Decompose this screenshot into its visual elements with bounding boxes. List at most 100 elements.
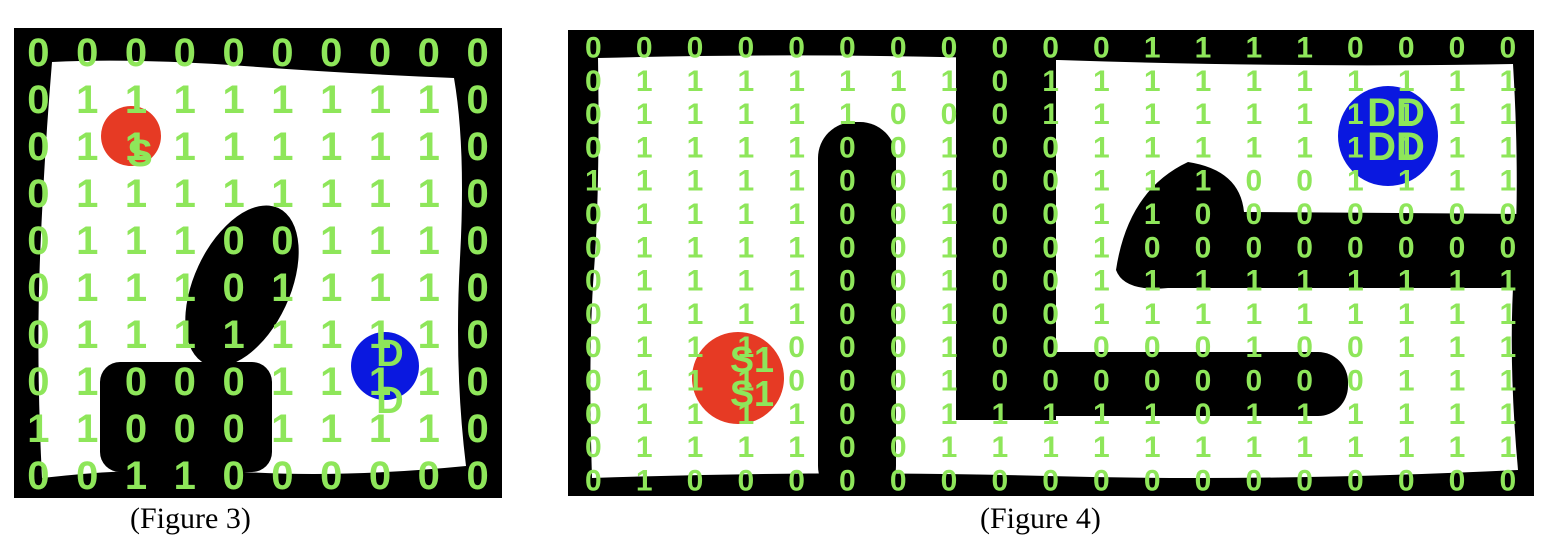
figure-4-destination-label: DD bbox=[1367, 125, 1425, 169]
grid-cell-digit: 1 bbox=[1245, 398, 1262, 431]
grid-cell-digit: 1 bbox=[174, 266, 196, 310]
grid-cell-digit: 0 bbox=[839, 298, 856, 331]
grid-cell-digit: 1 bbox=[1144, 198, 1161, 231]
grid-cell-digit: 0 bbox=[27, 125, 49, 169]
grid-cell-digit: 0 bbox=[27, 31, 49, 75]
grid-cell-digit: 0 bbox=[1449, 464, 1466, 496]
grid-cell-digit: 1 bbox=[636, 131, 653, 164]
grid-cell-digit: 0 bbox=[585, 464, 602, 496]
grid-cell-digit: 1 bbox=[1347, 165, 1364, 198]
grid-cell-digit: 1 bbox=[222, 125, 244, 169]
grid-cell-digit: 0 bbox=[585, 98, 602, 131]
grid-cell-digit: 0 bbox=[27, 78, 49, 122]
figure-3-caption: (Figure 3) bbox=[130, 502, 251, 535]
grid-cell-digit: 0 bbox=[737, 464, 754, 496]
grid-cell-digit: 1 bbox=[941, 65, 958, 98]
grid-cell-digit: 0 bbox=[890, 165, 907, 198]
grid-cell-digit: 0 bbox=[1195, 231, 1212, 264]
grid-cell-digit: 0 bbox=[1195, 198, 1212, 231]
grid-cell-digit: 0 bbox=[466, 266, 488, 310]
grid-cell-digit: 0 bbox=[991, 231, 1008, 264]
grid-cell-digit: 1 bbox=[1093, 265, 1110, 298]
grid-cell-digit: 0 bbox=[1093, 331, 1110, 364]
grid-cell-digit: 0 bbox=[27, 454, 49, 498]
grid-cell-digit: 0 bbox=[991, 331, 1008, 364]
grid-cell-digit: 0 bbox=[991, 364, 1008, 397]
grid-cell-digit: 1 bbox=[1296, 265, 1313, 298]
grid-cell-digit: 1 bbox=[788, 398, 805, 431]
grid-cell-digit: 0 bbox=[1042, 464, 1059, 496]
grid-cell-digit: 1 bbox=[125, 219, 147, 263]
grid-cell-digit: 1 bbox=[174, 454, 196, 498]
grid-cell-digit: 0 bbox=[1042, 331, 1059, 364]
grid-cell-digit: 0 bbox=[991, 31, 1008, 64]
grid-cell-digit: 1 bbox=[1398, 98, 1415, 131]
grid-cell-digit: 0 bbox=[890, 231, 907, 264]
grid-cell-digit: 0 bbox=[1042, 165, 1059, 198]
figure-3-grid-map: 0 0 0 0 0 0 0 0 0 00 1 1 1 1 1 1 1 1 00 1 1 1 1 1 1 1 1 00 1 1 1 1 1 1 1 1 0… bbox=[14, 28, 502, 498]
grid-cell-digit: 1 bbox=[1245, 265, 1262, 298]
grid-cell-digit: 0 bbox=[1245, 231, 1262, 264]
grid-cell-digit: 0 bbox=[1296, 331, 1313, 364]
grid-cell-digit: 0 bbox=[1347, 364, 1364, 397]
grid-cell-digit: 0 bbox=[1245, 464, 1262, 496]
grid-cell-digit: 0 bbox=[839, 31, 856, 64]
grid-cell-digit: 1 bbox=[941, 265, 958, 298]
grid-cell-digit: 1 bbox=[369, 172, 391, 216]
grid-cell-digit: 1 bbox=[1144, 298, 1161, 331]
grid-cell-digit: 1 bbox=[1144, 265, 1161, 298]
grid-cell-digit: 1 bbox=[1144, 165, 1161, 198]
grid-cell-digit: 1 bbox=[687, 364, 704, 397]
grid-cell-digit: 1 bbox=[27, 407, 49, 451]
grid-cell-digit: 0 bbox=[466, 31, 488, 75]
grid-cell-digit: 1 bbox=[788, 231, 805, 264]
grid-cell-digit: 1 bbox=[636, 265, 653, 298]
grid-cell-digit: 0 bbox=[1093, 364, 1110, 397]
grid-cell-digit: 0 bbox=[1296, 464, 1313, 496]
grid-cell-digit: 1 bbox=[737, 131, 754, 164]
grid-cell-digit: 1 bbox=[1499, 98, 1516, 131]
grid-cell-digit: 0 bbox=[222, 219, 244, 263]
grid-cell-digit: 1 bbox=[125, 125, 147, 169]
figure-4-wall-vertical-left bbox=[818, 122, 896, 496]
grid-cell-digit: 1 bbox=[320, 266, 342, 310]
grid-cell-digit: 1 bbox=[1245, 31, 1262, 64]
grid-cell-digit: 1 bbox=[1144, 65, 1161, 98]
grid-cell-digit: 0 bbox=[1042, 265, 1059, 298]
grid-cell-digit: 1 bbox=[991, 431, 1008, 464]
grid-cell-digit: 0 bbox=[1245, 364, 1262, 397]
grid-cell-digit: 1 bbox=[418, 78, 440, 122]
grid-cell-digit: 0 bbox=[839, 198, 856, 231]
grid-cell-digit: 0 bbox=[222, 454, 244, 498]
grid-cell-digit: 1 bbox=[636, 165, 653, 198]
grid-cell-digit: 1 bbox=[1296, 131, 1313, 164]
grid-cell-digit: 1 bbox=[1042, 65, 1059, 98]
grid-cell-digit: 1 bbox=[941, 364, 958, 397]
grid-cell-digit: 1 bbox=[418, 172, 440, 216]
grid-cell-digit: 0 bbox=[466, 78, 488, 122]
grid-cell-digit: 1 bbox=[1042, 98, 1059, 131]
grid-cell-digit: 0 bbox=[271, 454, 293, 498]
grid-cell-digit: 1 bbox=[636, 65, 653, 98]
grid-cell-digit: 0 bbox=[1398, 31, 1415, 64]
grid-cell-digit: 1 bbox=[1093, 65, 1110, 98]
grid-cell-digit: 0 bbox=[585, 65, 602, 98]
figure-4-wall-horizontal-bottom bbox=[956, 352, 1348, 416]
grid-cell-digit: 1 bbox=[1195, 431, 1212, 464]
grid-cell-digit: 1 bbox=[1398, 298, 1415, 331]
grid-cell-digit: 1 bbox=[1347, 65, 1364, 98]
grid-cell-digit: 1 bbox=[271, 125, 293, 169]
grid-cell-digit: 1 bbox=[125, 454, 147, 498]
grid-cell-digit: 0 bbox=[1144, 364, 1161, 397]
grid-cell-digit: 1 bbox=[737, 65, 754, 98]
grid-cell-digit: 0 bbox=[890, 298, 907, 331]
grid-cell-digit: 1 bbox=[737, 98, 754, 131]
grid-cell-digit: 0 bbox=[418, 454, 440, 498]
figure-3-obstacle-rect bbox=[100, 362, 272, 472]
grid-cell-digit: 1 bbox=[737, 398, 754, 431]
grid-cell-digit: 0 bbox=[27, 313, 49, 357]
figure-3-obstacle-oval bbox=[185, 205, 299, 367]
grid-cell-digit: 1 bbox=[636, 364, 653, 397]
grid-cell-digit: 0 bbox=[1347, 231, 1364, 264]
grid-cell-digit: 1 bbox=[1296, 431, 1313, 464]
